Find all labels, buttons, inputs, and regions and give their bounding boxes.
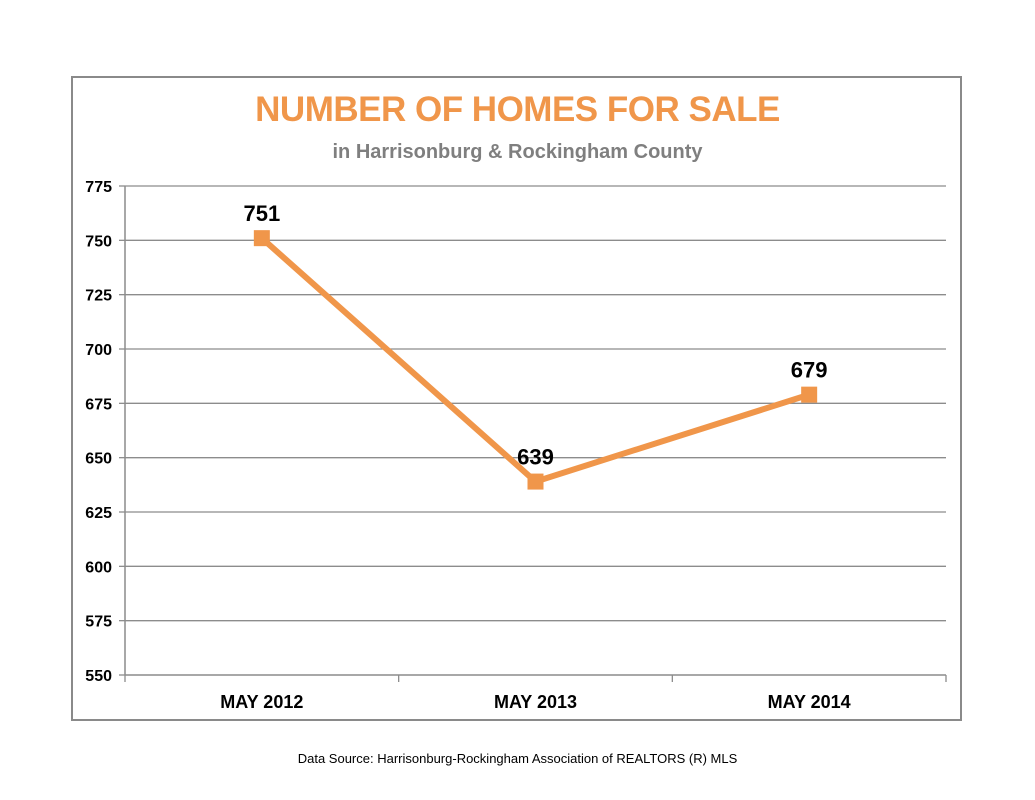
y-tick-label: 750 — [85, 233, 112, 250]
data-label: 639 — [517, 445, 554, 470]
y-tick-label: 725 — [85, 288, 112, 305]
data-point-marker — [527, 473, 544, 490]
series — [253, 230, 818, 490]
data-label: 679 — [791, 358, 828, 383]
x-tick-label: MAY 2013 — [494, 692, 577, 712]
y-tick-label: 575 — [85, 614, 112, 631]
chart-subtitle: in Harrisonburg & Rockingham County — [332, 141, 703, 163]
y-tick-label: 775 — [85, 179, 112, 196]
y-tick-label: 600 — [85, 559, 112, 576]
labels: 550 575 600 625 650 675 700 725 750 775 MAY 2012 MA… — [85, 179, 850, 712]
y-tick-label: 700 — [85, 342, 112, 359]
data-point-marker — [253, 230, 270, 247]
data-source-note: Data Source: Harrisonburg-Rockingham Ass… — [297, 751, 738, 766]
x-tick-label: MAY 2014 — [768, 692, 851, 712]
data-label: 751 — [243, 201, 280, 226]
axes — [119, 185, 947, 682]
y-tick-label: 625 — [85, 505, 112, 522]
gridlines — [125, 185, 946, 622]
x-tick-label: MAY 2012 — [220, 692, 303, 712]
data-point-marker — [801, 386, 818, 403]
y-tick-label: 650 — [85, 451, 112, 468]
y-tick-label: 675 — [85, 396, 112, 413]
y-tick-label: 550 — [85, 668, 112, 685]
chart-title: NUMBER OF HOMES FOR SALE — [255, 90, 780, 129]
